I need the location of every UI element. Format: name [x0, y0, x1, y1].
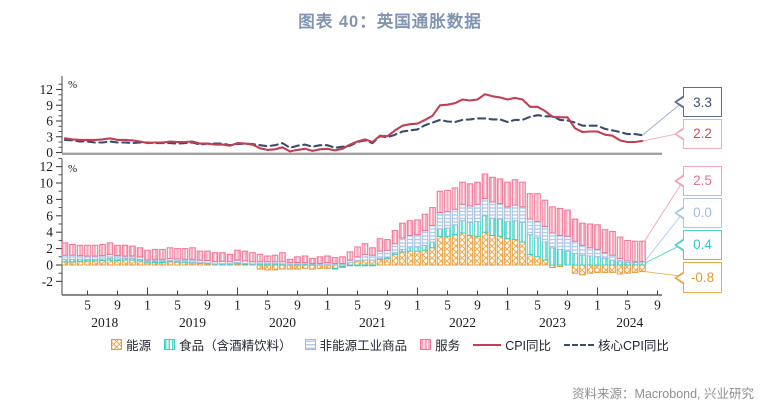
services-swatch-icon: [420, 339, 432, 350]
legend-item-energy: 能源: [111, 335, 151, 354]
legend-label: 非能源工业商品: [319, 339, 408, 353]
svg-text:9: 9: [384, 298, 391, 313]
svg-text:10: 10: [40, 176, 54, 191]
svg-text:1: 1: [414, 298, 421, 313]
callout-cpi: 2.2: [683, 118, 722, 149]
cpi-line: [63, 93, 644, 153]
goods-swatch-icon: [304, 339, 316, 350]
svg-text:5: 5: [264, 298, 271, 313]
svg-text:2019: 2019: [179, 315, 206, 330]
callout-non-energy-goods-value: 0.0: [693, 205, 712, 220]
energy-swatch-icon: [111, 339, 123, 350]
legend-item-services: 服务: [420, 335, 460, 354]
svg-text:5: 5: [174, 298, 181, 313]
svg-text:9: 9: [204, 298, 211, 313]
cpi-line-icon: [473, 343, 502, 346]
svg-text:1: 1: [504, 298, 511, 313]
core-cpi-line-icon: [564, 343, 595, 346]
svg-text:9: 9: [474, 298, 481, 313]
svg-text:9: 9: [114, 298, 121, 313]
x-axis: 5 9 1 5 9 1 5 9 1 5 9 1 5 9 1 5 9 1 5 9 2018 2019 2020 2021 2022…: [62, 287, 662, 330]
food-swatch-icon: [164, 339, 176, 350]
svg-text:1: 1: [234, 298, 241, 313]
svg-text:1: 1: [594, 298, 601, 313]
svg-text:1: 1: [324, 298, 331, 313]
svg-text:2022: 2022: [449, 315, 476, 330]
svg-text:8: 8: [46, 192, 53, 207]
svg-text:9: 9: [564, 298, 571, 313]
callout-non-energy-goods: 0.0: [683, 197, 722, 228]
svg-text:9: 9: [654, 298, 661, 313]
legend-label: 服务: [435, 339, 461, 353]
callout-services-value: 2.5: [693, 173, 712, 188]
legend-item-core-cpi: 核心CPI同比: [564, 335, 669, 354]
bottom-panel-bars: [61, 173, 646, 276]
callout-food: 0.4: [683, 229, 722, 260]
svg-text:12: 12: [40, 159, 54, 174]
legend-item-non-energy-goods: 非能源工业商品: [304, 335, 408, 354]
legend-item-cpi: CPI同比: [473, 335, 551, 354]
svg-text:5: 5: [444, 298, 451, 313]
svg-text:%: %: [68, 163, 77, 175]
svg-text:%: %: [68, 79, 77, 91]
svg-text:2024: 2024: [616, 315, 643, 330]
svg-text:5: 5: [354, 298, 361, 313]
chart-title: 图表 40：英国通胀数据: [298, 13, 482, 31]
legend-label: 能源: [126, 339, 152, 353]
svg-text:12: 12: [40, 82, 54, 97]
source-note: 资料来源：Macrobond, 兴业研究: [572, 387, 754, 401]
svg-text:5: 5: [534, 298, 541, 313]
svg-text:2: 2: [46, 241, 53, 256]
svg-text:4: 4: [46, 225, 53, 240]
legend-label: CPI同比: [505, 339, 552, 353]
svg-text:0: 0: [46, 258, 53, 273]
callout-cpi-value: 2.2: [693, 126, 712, 141]
svg-text:2018: 2018: [91, 315, 118, 330]
svg-text:2020: 2020: [269, 315, 296, 330]
legend: 能源 食品（含酒精饮料） 非能源工业商品 服务 CPI同比 核心CPI同比: [0, 335, 780, 354]
callout-core-cpi-value: 3.3: [693, 94, 712, 110]
svg-text:5: 5: [624, 298, 631, 313]
svg-text:2023: 2023: [539, 315, 566, 330]
svg-text:6: 6: [46, 114, 53, 129]
svg-text:6: 6: [46, 208, 53, 223]
callout-services: 2.5: [683, 165, 722, 196]
svg-text:0: 0: [46, 145, 53, 160]
legend-item-food: 食品（含酒精饮料）: [164, 335, 292, 354]
callout-energy: -0.8: [683, 262, 722, 293]
callout-energy-value: -0.8: [690, 270, 715, 285]
top-panel-lines: [63, 93, 644, 153]
svg-text:1: 1: [144, 298, 151, 313]
svg-text:9: 9: [46, 98, 53, 113]
svg-text:5: 5: [84, 298, 91, 313]
callout-food-value: 0.4: [693, 237, 712, 252]
svg-text:-2: -2: [42, 274, 53, 289]
svg-text:9: 9: [294, 298, 301, 313]
legend-label: 核心CPI同比: [598, 339, 669, 353]
callout-core-cpi: 3.3: [683, 87, 722, 117]
svg-text:2021: 2021: [359, 315, 386, 330]
legend-label: 食品（含酒精饮料）: [179, 339, 292, 353]
svg-text:3: 3: [46, 129, 53, 144]
